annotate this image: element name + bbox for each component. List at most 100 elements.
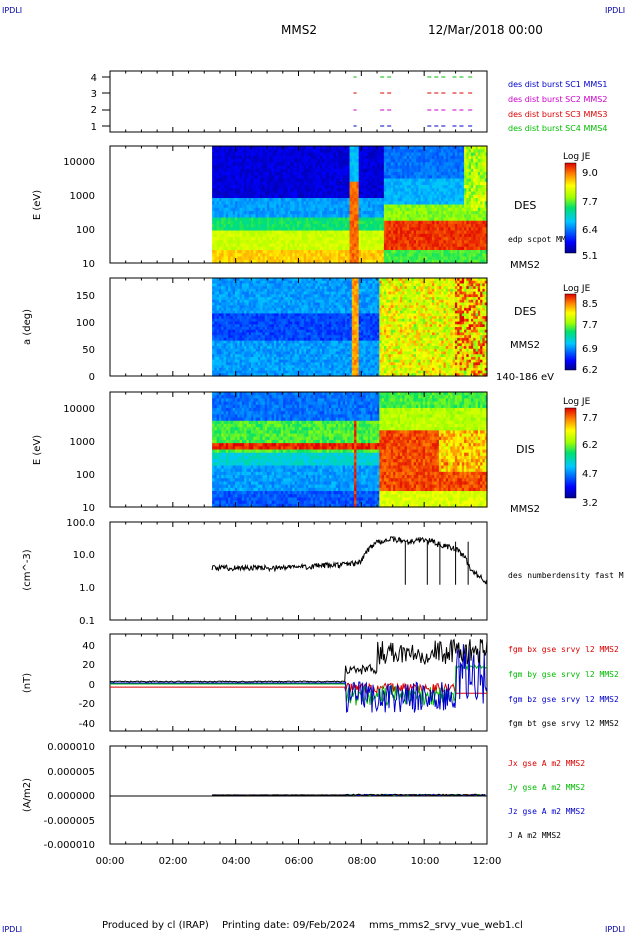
spectrogram-cell xyxy=(422,185,426,189)
spectrogram-cell xyxy=(214,307,218,312)
spectrogram-cell xyxy=(333,149,337,154)
spectrogram-cell xyxy=(438,207,442,212)
spectrogram-cell xyxy=(418,194,422,199)
spectrogram-cell xyxy=(214,211,218,215)
spectrogram-cell xyxy=(315,227,319,232)
spectrogram-cell xyxy=(461,224,465,228)
spectrogram-cell xyxy=(475,185,479,189)
spectrogram-cell xyxy=(328,168,332,173)
spectrogram-cell xyxy=(214,175,218,180)
spectrogram-cell xyxy=(244,233,248,238)
spectrogram-cell xyxy=(397,224,401,228)
spectrogram-cell xyxy=(225,373,229,377)
spectrogram-cell xyxy=(347,162,351,167)
spectrogram-cell xyxy=(331,250,335,254)
spectrogram-cell xyxy=(370,230,374,235)
spectrogram-cell xyxy=(361,211,364,215)
spectrogram-cell xyxy=(251,146,254,150)
spectrogram-cell xyxy=(395,191,399,196)
spectrogram-cell xyxy=(225,327,229,331)
spectrogram-cell xyxy=(457,152,461,157)
spectrogram-cell xyxy=(464,253,467,258)
spectrogram-cell xyxy=(244,280,248,285)
spectrogram-cell xyxy=(276,224,280,228)
spectrogram-cell xyxy=(354,178,358,183)
spectrogram-cell xyxy=(351,259,355,264)
spectrogram-cell xyxy=(237,178,241,183)
spectrogram-cell xyxy=(310,220,314,225)
spectrogram-cell xyxy=(418,162,422,167)
spectrogram-cell xyxy=(470,217,474,222)
spectrogram-cell xyxy=(457,149,461,154)
spectrogram-cell xyxy=(230,155,234,160)
spectrogram-cell xyxy=(262,240,266,245)
spectrogram-cell xyxy=(374,168,378,173)
spectrogram-cell xyxy=(246,299,250,304)
spectrogram-cell xyxy=(468,152,472,157)
spectrogram-cell xyxy=(216,165,220,170)
spectrogram-cell xyxy=(484,172,488,176)
spectrogram-cell xyxy=(212,250,215,254)
spectrogram-cell xyxy=(225,185,229,189)
spectrogram-cell xyxy=(214,340,218,344)
spectrogram-cell xyxy=(230,227,234,232)
spectrogram-cell xyxy=(241,230,245,235)
spectrogram-cell xyxy=(244,191,248,196)
spectrogram-cell xyxy=(306,165,309,170)
spectrogram-cell xyxy=(452,230,456,235)
spectrogram-cell xyxy=(289,243,293,248)
spectrogram-cell xyxy=(457,240,461,245)
spectrogram-cell xyxy=(310,250,314,254)
spectrogram-cell xyxy=(251,207,254,212)
spectrogram-cell xyxy=(470,207,474,212)
spectrogram-cell xyxy=(367,165,371,170)
spectrogram-cell xyxy=(466,224,470,228)
spectrogram-cell xyxy=(260,152,264,157)
spectrogram-cell xyxy=(354,188,358,193)
spectrogram-cell xyxy=(381,149,385,154)
spectrogram-cell xyxy=(358,204,362,209)
spectrogram-cell xyxy=(248,253,252,258)
spectrogram-cell xyxy=(296,181,300,186)
spectrogram-cell xyxy=(322,185,325,189)
spectrogram-cell xyxy=(214,356,218,361)
spectrogram-cell xyxy=(383,253,387,258)
spectrogram-cell xyxy=(260,259,264,264)
spectrogram-cell xyxy=(241,165,245,170)
spectrogram-cell xyxy=(333,185,337,189)
spectrogram-cell xyxy=(216,359,220,363)
spectrogram-cell xyxy=(237,332,241,336)
spectrogram-cell xyxy=(349,178,353,183)
spectrogram-cell xyxy=(482,214,486,219)
spectrogram-cell xyxy=(308,198,312,202)
spectrogram-cell xyxy=(239,246,243,251)
spectrogram-cell xyxy=(221,194,225,199)
spectrogram-cell xyxy=(230,291,234,295)
spectrogram-cell xyxy=(461,246,465,251)
spectrogram-cell xyxy=(441,168,445,173)
spectrogram-cell xyxy=(294,256,298,261)
spectrogram-cell xyxy=(397,243,401,248)
spectrogram-cell xyxy=(289,162,293,167)
spectrogram-cell xyxy=(269,178,273,183)
spectrogram-cell xyxy=(395,214,399,219)
spectrogram-cell xyxy=(425,214,429,219)
spectrogram-cell xyxy=(390,246,394,251)
spectrogram-cell xyxy=(280,178,284,183)
spectrogram-cell xyxy=(322,198,325,202)
spectrogram-cell xyxy=(237,256,241,261)
spectrogram-cell xyxy=(319,237,323,241)
spectrogram-cell xyxy=(344,155,348,160)
spectrogram-cell xyxy=(246,302,250,306)
spectrogram-cell xyxy=(450,191,454,196)
spectrogram-cell xyxy=(340,250,344,254)
spectrogram-cell xyxy=(413,233,417,238)
spectrogram-cell xyxy=(335,207,339,212)
spectrogram-cell xyxy=(285,217,289,222)
spectrogram-cell xyxy=(415,159,419,163)
spectrogram-cell xyxy=(246,348,250,353)
spectrogram-cell xyxy=(283,152,287,157)
spectrogram-cell xyxy=(228,155,232,160)
spectrogram-cell xyxy=(251,256,254,261)
spectrogram-cell xyxy=(324,172,328,176)
